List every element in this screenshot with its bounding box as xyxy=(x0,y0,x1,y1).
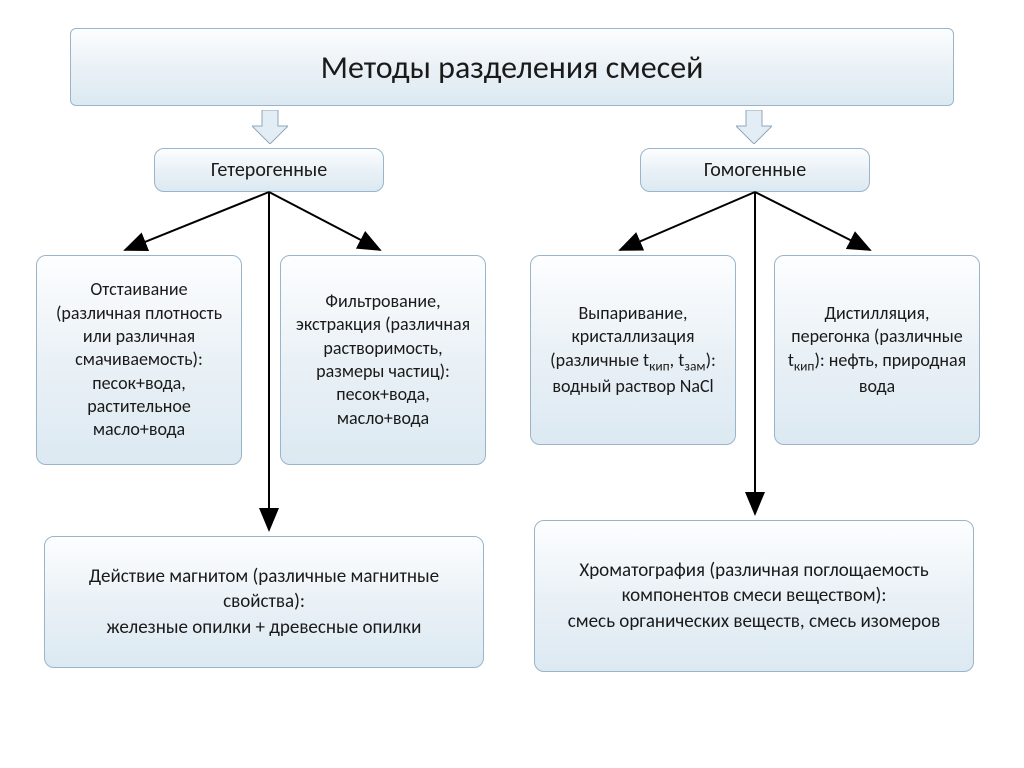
leaf-homo-2: Дистилляция, перегонка (различные tкип):… xyxy=(774,255,980,445)
wide-hetero: Действие магнитом (различные магнитные с… xyxy=(44,536,484,668)
wide-homo: Хроматография (различная поглощаемость к… xyxy=(534,520,974,672)
leaf-hetero-2-text: Фильтрование, экстракция (различная раст… xyxy=(293,290,473,430)
leaf-homo-2-text: Дистилляция, перегонка (различные tкип):… xyxy=(787,302,967,398)
leaf-homo-1-text: Выпаривание, кристаллизация (различные t… xyxy=(543,302,723,398)
wide-homo-text: Хроматография (различная поглощаемость к… xyxy=(547,558,961,635)
leaf-hetero-1: Отстаивание (различная плотность или раз… xyxy=(36,255,242,465)
leaf-hetero-2: Фильтрование, экстракция (различная раст… xyxy=(280,255,486,465)
wide-hetero-text: Действие магнитом (различные магнитные с… xyxy=(57,564,471,641)
leaf-hetero-1-text: Отстаивание (различная плотность или раз… xyxy=(49,278,229,442)
leaf-homo-1: Выпаривание, кристаллизация (различные t… xyxy=(530,255,736,445)
